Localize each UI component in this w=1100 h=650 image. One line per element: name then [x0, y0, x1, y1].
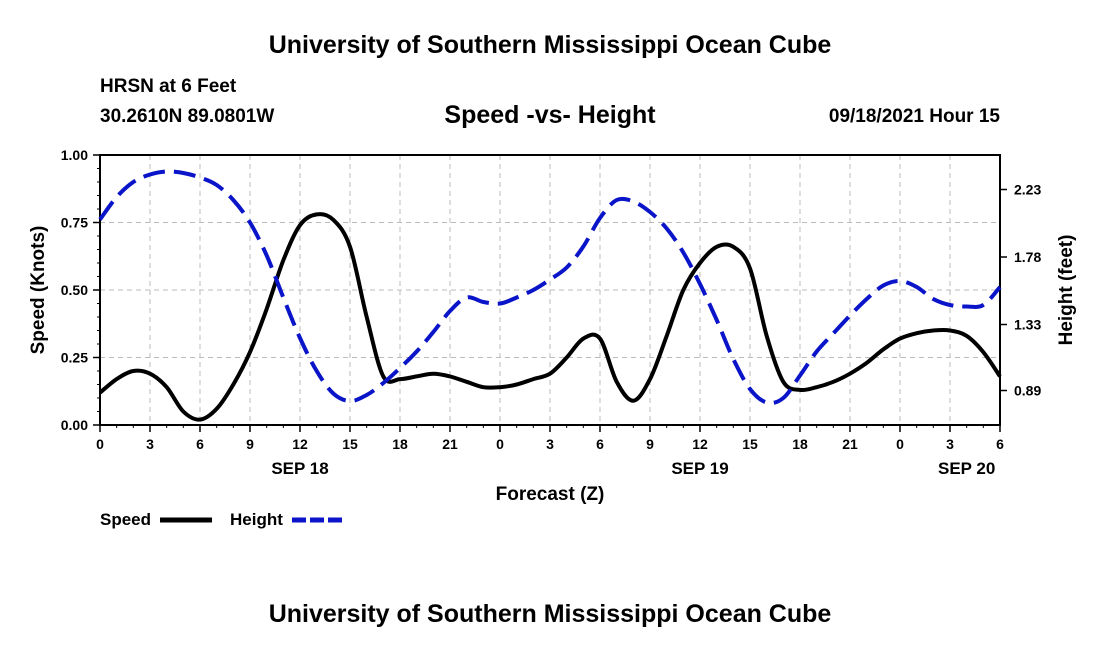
x-tick-label: 18	[392, 436, 408, 452]
x-tick-label: 15	[742, 436, 758, 452]
x-date-label: SEP 18	[271, 459, 328, 478]
x-date-label: SEP 20	[938, 459, 995, 478]
x-tick-label: 0	[496, 436, 504, 452]
x-date-label: SEP 19	[671, 459, 728, 478]
x-tick-label: 3	[146, 436, 154, 452]
y-tick-label: 0.00	[61, 417, 88, 433]
x-tick-label: 6	[596, 436, 604, 452]
y-tick-label: 0.25	[61, 350, 88, 366]
page-title: University of Southern Mississippi Ocean…	[268, 31, 832, 59]
station-label: HRSN at 6 Feet	[100, 76, 237, 97]
x-tick-label: 12	[692, 436, 708, 452]
y2-tick-label: 0.89	[1014, 383, 1041, 399]
x-tick-label: 6	[196, 436, 204, 452]
y-tick-label: 0.75	[61, 215, 88, 231]
x-tick-label: 0	[896, 436, 904, 452]
x-tick-label: 12	[292, 436, 308, 452]
forecast-datetime: 09/18/2021 Hour 15	[828, 106, 1000, 127]
y-tick-label: 0.50	[61, 282, 88, 298]
x-tick-label: 3	[946, 436, 954, 452]
x-tick-label: 18	[792, 436, 808, 452]
speed-series-line	[98, 212, 1002, 422]
legend: Speed Height	[100, 510, 342, 529]
x-tick-label: 21	[842, 436, 858, 452]
x-tick-label: 0	[96, 436, 104, 452]
x-tick-label: 21	[442, 436, 458, 452]
axis-ticks: 0 3 6 9 12 15 18 21 0 3 6 9 12 15 18 21 0 3 6 SEP 18 SEP 19 S…	[61, 147, 1042, 478]
x-tick-label: 6	[996, 436, 1004, 452]
station-coordinates: 30.2610N 89.0801W	[100, 106, 275, 127]
chart-subtitle: Speed -vs- Height	[444, 101, 656, 129]
x-tick-label: 9	[246, 436, 254, 452]
y2-tick-label: 1.78	[1014, 249, 1041, 265]
x-axis-label: Forecast (Z)	[496, 484, 605, 505]
y-axis-label: Speed (Knots)	[28, 226, 49, 355]
legend-height-label: Height	[230, 510, 283, 529]
footer-title: University of Southern Mississippi Ocean…	[268, 600, 832, 628]
x-tick-label: 15	[342, 436, 358, 452]
height-series-line	[98, 169, 1002, 406]
x-tick-label: 9	[646, 436, 654, 452]
y2-tick-label: 1.33	[1014, 317, 1041, 333]
series-lines	[98, 169, 1002, 422]
chart-grid	[100, 155, 1000, 425]
legend-speed-label: Speed	[100, 510, 151, 529]
x-tick-label: 3	[546, 436, 554, 452]
y2-axis-label: Height (feet)	[1056, 235, 1077, 346]
y-tick-label: 1.00	[61, 147, 88, 163]
y2-tick-label: 2.23	[1014, 182, 1041, 198]
